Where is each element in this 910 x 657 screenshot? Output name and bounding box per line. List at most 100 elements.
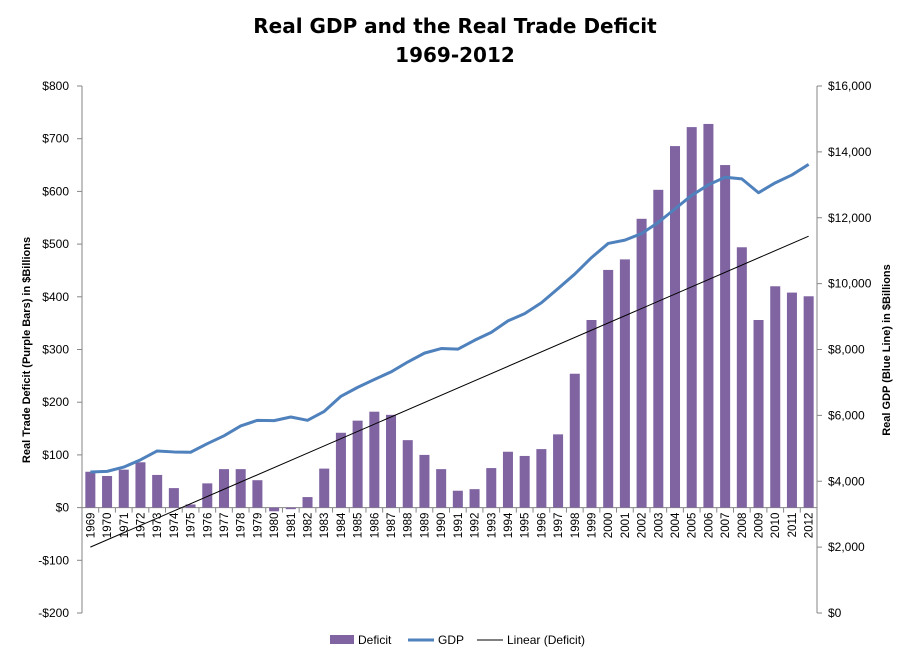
deficit-bar-1971 — [118, 469, 129, 508]
deficit-bar-1994 — [502, 451, 513, 508]
left-tick-label: $300 — [42, 343, 69, 357]
deficit-bar-1982 — [302, 497, 313, 508]
deficit-bar-1998 — [569, 373, 580, 508]
x-tick-label: 1986 — [369, 513, 381, 539]
left-tick-label: -$200 — [38, 606, 69, 620]
x-tick-label: 1989 — [419, 513, 431, 539]
x-tick-label: 2004 — [670, 512, 682, 538]
legend-swatch-deficit — [330, 635, 354, 644]
x-tick-label: 1984 — [336, 512, 348, 538]
left-tick-label: $700 — [42, 132, 69, 146]
left-tick-label: $500 — [42, 237, 69, 251]
right-axis-title: Real GDP (Blue Line) in $Billions — [881, 264, 893, 436]
trendline — [90, 235, 809, 548]
deficit-bar-1979 — [252, 480, 263, 508]
left-axis: -$200 -$100 $0 $100 $200 $300 $400 $500 $600 $700… — [38, 79, 82, 620]
deficit-bar-1983 — [319, 468, 330, 508]
deficit-bar-1997 — [553, 434, 564, 508]
right-tick-label: $6,000 — [828, 408, 865, 422]
right-tick-label: $14,000 — [828, 145, 872, 159]
x-tick-label: 1981 — [286, 513, 298, 539]
deficit-bar-2008 — [736, 247, 747, 508]
deficit-bar-1969 — [85, 471, 96, 508]
right-axis: $0 $2,000 $4,000 $6,000 $8,000 $10,000 $12,000… — [817, 79, 872, 620]
right-tick-label: $0 — [828, 606, 842, 620]
x-tick-label: 1997 — [553, 513, 565, 539]
x-tick-label: 1982 — [303, 513, 315, 539]
gdp-series-line — [90, 163, 810, 474]
legend-label-gdp: GDP — [438, 633, 464, 647]
deficit-bar-1990 — [436, 469, 447, 508]
x-tick-label: 2001 — [620, 513, 632, 539]
deficit-bar-1996 — [536, 449, 547, 508]
deficit-bar-2005 — [686, 127, 697, 508]
x-tick-label: 1996 — [536, 513, 548, 539]
deficit-bar-2004 — [670, 146, 681, 508]
x-tick-label: 2005 — [687, 513, 699, 539]
legend-label-trendline: Linear (Deficit) — [507, 633, 585, 647]
deficit-bars — [85, 123, 814, 512]
deficit-bar-1970 — [102, 475, 113, 508]
x-tick-label: 1992 — [470, 513, 482, 539]
gdp-line — [90, 163, 810, 474]
x-tick-label: 1991 — [453, 513, 465, 539]
deficit-bar-1976 — [202, 483, 213, 508]
left-tick-label: $600 — [42, 184, 69, 198]
deficit-bar-1999 — [586, 319, 597, 508]
x-tick-label: 1975 — [186, 513, 198, 539]
deficit-bar-1973 — [152, 474, 163, 508]
right-tick-label: $4,000 — [828, 474, 865, 488]
right-tick-label: $2,000 — [828, 540, 865, 554]
deficit-bar-1986 — [369, 411, 380, 508]
x-tick-label: 1999 — [586, 513, 598, 539]
deficit-bar-2006 — [703, 123, 714, 508]
right-tick-label: $12,000 — [828, 211, 872, 225]
deficit-bar-1988 — [402, 440, 413, 508]
x-tick-label: 1969 — [85, 513, 97, 539]
deficit-bar-2002 — [636, 218, 647, 508]
deficit-bar-1981 — [285, 507, 296, 510]
x-tick-label: 2010 — [770, 513, 782, 539]
deficit-bar-2007 — [720, 165, 731, 508]
x-tick-label: 1988 — [403, 513, 415, 539]
x-tick-label: 1990 — [436, 513, 448, 539]
deficit-bar-1974 — [168, 488, 179, 508]
deficit-bar-2003 — [653, 189, 664, 508]
x-tick-label: 2002 — [637, 513, 649, 539]
deficit-bar-1985 — [352, 420, 363, 508]
chart-subtitle: 1969-2012 — [395, 43, 515, 67]
deficit-bar-2009 — [753, 319, 764, 508]
deficit-bar-2011 — [786, 292, 797, 508]
deficit-bar-1980 — [269, 507, 280, 512]
x-tick-label: 1994 — [503, 512, 515, 538]
deficit-bar-1972 — [135, 462, 146, 508]
deficit-bar-1992 — [469, 489, 480, 508]
x-tick-label: 1987 — [386, 513, 398, 539]
x-tick-label: 1970 — [102, 513, 114, 539]
deficit-bar-1989 — [419, 454, 430, 508]
x-tick-label: 1973 — [152, 513, 164, 539]
x-tick-label: 2009 — [754, 513, 766, 539]
deficit-bar-2001 — [619, 259, 630, 508]
x-tick-label: 1983 — [319, 513, 331, 539]
deficit-bar-2000 — [603, 269, 614, 508]
x-tick-label: 1972 — [135, 513, 147, 539]
x-tick-label: 2003 — [653, 513, 665, 539]
x-tick-label: 1976 — [202, 513, 214, 539]
x-tick-label: 2000 — [603, 513, 615, 539]
right-tick-label: $10,000 — [828, 277, 872, 291]
deficit-bar-1987 — [386, 414, 397, 508]
deficit-bar-1975 — [185, 504, 196, 508]
right-tick-label: $16,000 — [828, 79, 872, 93]
deficit-bar-1995 — [519, 455, 530, 508]
x-axis: 1969 1970 1971 1972 1973 1974 1975 1976 1977 1978… — [81, 507, 818, 539]
left-axis-title: Real Trade Deficit (Purple Bars) in $Bil… — [21, 237, 33, 463]
trendline-path — [90, 235, 809, 548]
x-tick-label: 1980 — [269, 513, 281, 539]
left-tick-label: -$100 — [38, 553, 69, 567]
x-tick-label: 1974 — [169, 512, 181, 538]
legend-label-deficit: Deficit — [358, 633, 392, 647]
x-tick-label: 1977 — [219, 513, 231, 539]
left-tick-label: $200 — [42, 395, 69, 409]
x-tick-label: 1978 — [236, 513, 248, 539]
